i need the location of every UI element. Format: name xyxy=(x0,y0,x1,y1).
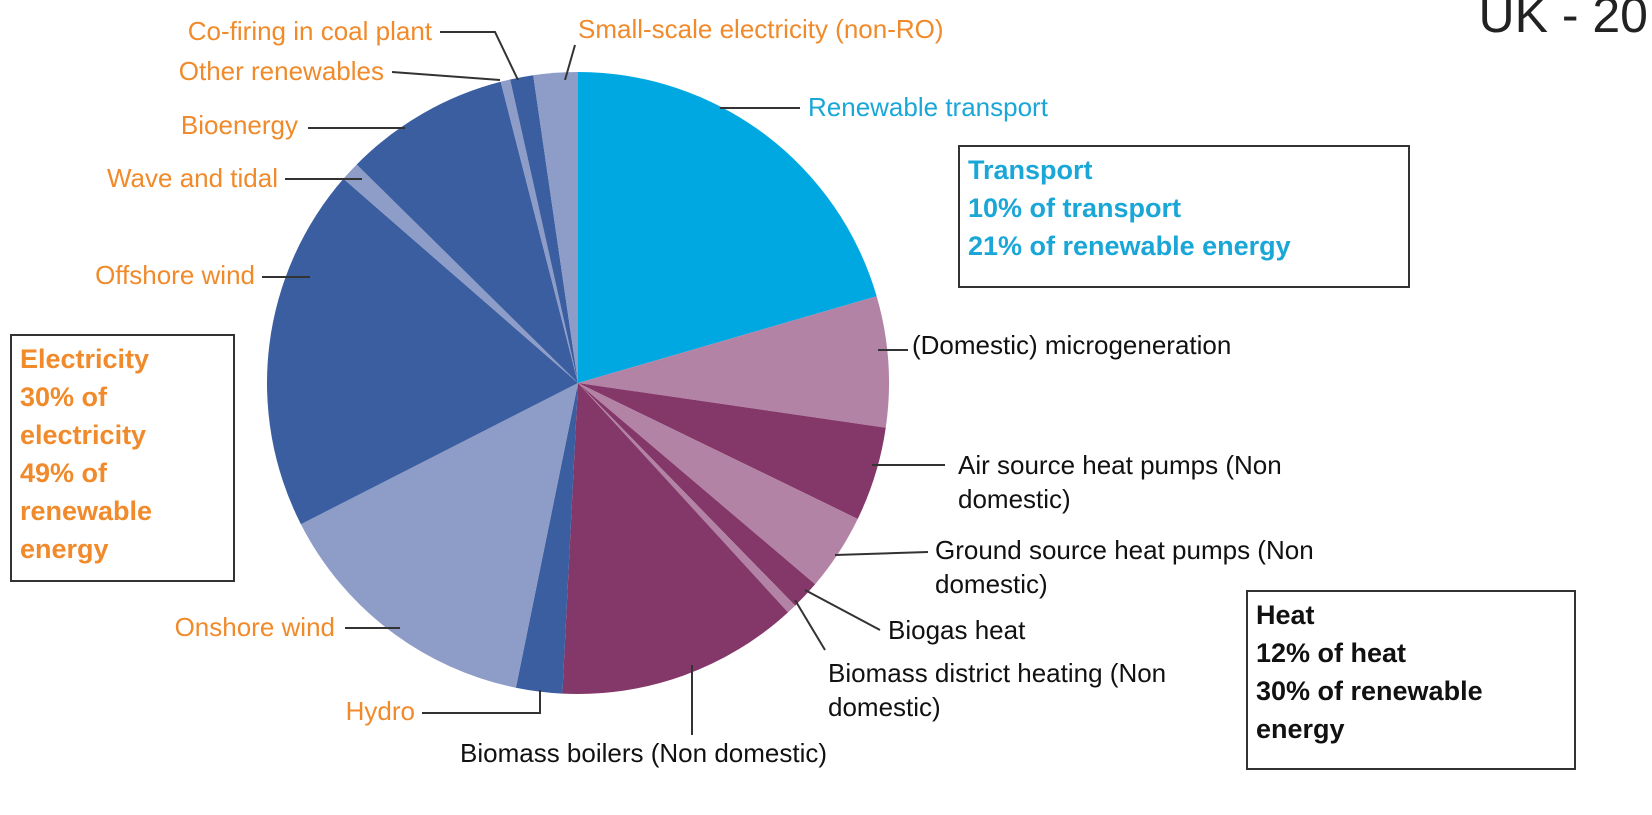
pie-slice xyxy=(356,81,578,384)
annotation-line: 21% of renewable energy xyxy=(968,231,1291,261)
annotation-line: 12% of heat xyxy=(1256,638,1407,668)
pie-slice xyxy=(578,383,816,606)
annotation-box: Electricity 30% of electricity 49% of rene… xyxy=(10,334,235,582)
annotation-title: Electricity xyxy=(20,344,150,374)
slice-label: Biomass boilers (Non domestic) xyxy=(460,738,828,768)
pie-slice xyxy=(343,164,578,383)
slice-label: Other renewables xyxy=(178,56,384,86)
leader-line xyxy=(804,589,881,631)
slice-label: Bioenergy xyxy=(180,110,298,140)
annotation-line: 49% of renewable energy xyxy=(20,458,153,564)
slice-label: Biogas heat xyxy=(888,615,1026,645)
slice-label: Renewable transport xyxy=(808,92,1048,122)
pie-slice xyxy=(562,383,789,694)
leader-line xyxy=(794,599,826,651)
pie-slice xyxy=(267,178,578,525)
leader-line xyxy=(564,44,576,81)
leader-line xyxy=(834,551,929,556)
pie-slice xyxy=(515,383,578,694)
slice-label: Co-firing in coal plant xyxy=(187,16,432,46)
slice-label: Biomass district heating (Non domestic) xyxy=(828,658,1167,722)
annotation-box: Heat 12% of heat 30% of renewable energy xyxy=(1246,590,1576,770)
pie-slice xyxy=(510,75,578,384)
slice-label: Offshore wind xyxy=(95,260,255,290)
pie-slice xyxy=(578,383,886,519)
leader-line xyxy=(391,71,501,81)
annotation-box: Transport 10% of transport 21% of renewabl… xyxy=(958,145,1410,288)
annotation-title: Transport xyxy=(968,155,1093,185)
annotation-line: 30% of renewable energy xyxy=(1256,676,1483,744)
pie-slice xyxy=(578,72,877,383)
pie-slice xyxy=(578,296,889,428)
pie-slice xyxy=(500,79,578,384)
slice-label: Wave and tidal xyxy=(106,163,278,193)
chart-title: UK - 20 xyxy=(1478,0,1648,43)
slice-label: (Domestic) microgeneration xyxy=(912,330,1232,360)
slice-label: Onshore wind xyxy=(174,612,335,642)
slice-label: Hydro xyxy=(345,696,415,726)
annotation-title: Heat xyxy=(1256,600,1315,630)
slice-label: Ground source heat pumps (Non domestic) xyxy=(935,535,1314,599)
pie-slice xyxy=(578,383,858,585)
annotation-line: 10% of transport xyxy=(968,193,1182,223)
leader-line xyxy=(422,690,541,714)
annotation-line: 30% of electricity xyxy=(20,382,147,450)
pie-slice xyxy=(578,383,796,613)
slice-label: Small-scale electricity (non-RO) xyxy=(578,14,944,44)
pie-slice xyxy=(300,383,578,688)
slice-label: Air source heat pumps (Non domestic) xyxy=(958,450,1282,514)
pie-slice xyxy=(533,72,578,383)
leader-line xyxy=(440,31,519,81)
